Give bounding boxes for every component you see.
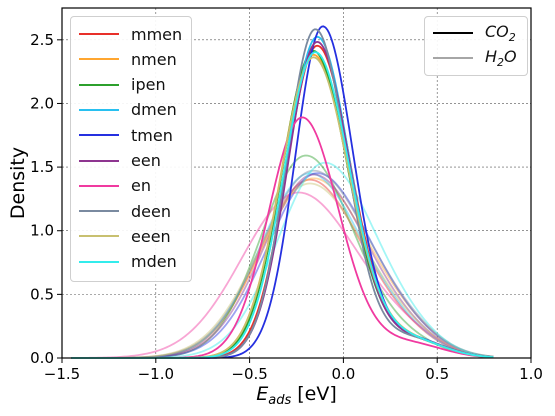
legend-swatch (79, 184, 119, 187)
legend-item-co: CO2 (425, 22, 516, 44)
legend-item-ipen: ipen (71, 74, 166, 96)
legend-swatch (433, 57, 473, 59)
legend-label: een (131, 151, 161, 170)
legend-item-mmen: mmen (71, 23, 182, 45)
legend-item-een: een (71, 150, 161, 172)
legend-label: eeen (131, 226, 171, 246)
legend-item-tmen: tmen (71, 124, 173, 146)
legend-label: deen (131, 201, 171, 221)
style-legend: CO2 H2O (424, 16, 528, 76)
x-axis-label-subscript: ads (268, 393, 291, 408)
legend-item-mden: mden (71, 251, 177, 273)
legend-label: dmen (131, 100, 177, 120)
legend-swatch (79, 108, 119, 111)
legend-item-nmen: nmen (71, 48, 177, 70)
legend-swatch (79, 58, 119, 61)
legend-swatch (79, 33, 119, 35)
legend-swatch (79, 210, 119, 213)
x-tick-label: −1.5 (44, 365, 80, 383)
legend-swatch (79, 260, 119, 263)
y-tick-label: 0.5 (30, 285, 54, 303)
y-tick-label: 2.0 (30, 94, 54, 112)
series-legend: mmen nmen ipen dmen tmen een en deen eeen mden (70, 16, 192, 282)
x-tick-label: −0.5 (231, 365, 267, 383)
plot-frame (61, 7, 532, 359)
legend-label: mmen (131, 24, 183, 44)
y-tick-label: 0.0 (30, 349, 54, 367)
legend-label: H2O (485, 46, 517, 70)
legend-item-en: en (71, 175, 151, 197)
legend-swatch (79, 159, 119, 162)
x-tick-label: −1.0 (138, 365, 174, 383)
legend-label: en (131, 176, 151, 196)
legend-label: nmen (131, 49, 177, 69)
y-tick-label: 2.5 (30, 31, 54, 49)
legend-swatch (79, 235, 119, 238)
x-tick-label: 0.0 (331, 365, 355, 383)
legend-label: tmen (131, 125, 173, 145)
x-tick-label: 0.5 (425, 365, 449, 383)
legend-item-h: H2O (425, 47, 517, 69)
x-axis-label-symbol: E (256, 383, 268, 405)
x-tick-label: 1.0 (519, 365, 543, 383)
y-axis-label: Density (7, 147, 29, 219)
legend-swatch (79, 83, 119, 86)
legend-swatch (79, 134, 119, 137)
legend-label: mden (131, 252, 177, 272)
legend-item-eeen: eeen (71, 225, 171, 247)
legend-label: ipen (131, 75, 166, 95)
legend-swatch (433, 32, 473, 34)
x-axis-label: Eads [eV] (256, 383, 337, 408)
x-axis-label-unit: [eV] (297, 383, 337, 405)
legend-item-deen: deen (71, 200, 171, 222)
y-tick-label: 1.5 (30, 158, 54, 176)
axis-ticks: −1.5 −1.0 −0.5 0.0 0.5 1.0 0.0 0.5 1.0 1.5 2.0 2.5 (30, 31, 543, 383)
legend-label: CO2 (485, 21, 516, 45)
legend-item-dmen: dmen (71, 99, 177, 121)
y-tick-label: 1.0 (30, 222, 54, 240)
